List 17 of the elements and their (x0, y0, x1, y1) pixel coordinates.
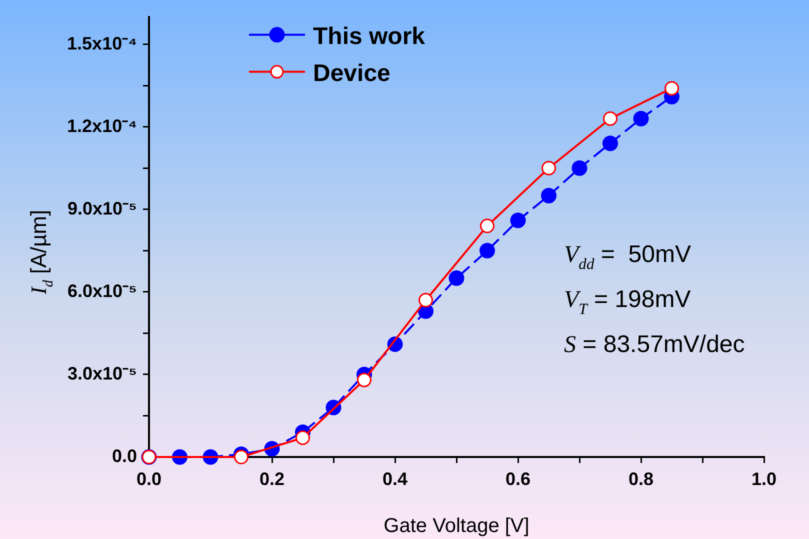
y-tick-label: 6.0x10⁻⁵ (67, 280, 137, 301)
y-tick-label: 0.0 (112, 446, 137, 466)
y-tick-label: 1.5x10⁻⁴ (67, 33, 137, 54)
x-axis-title: Gate Voltage [V] (384, 515, 530, 537)
x-tick-label: 0.6 (505, 468, 531, 489)
x-tick-label: 0.0 (136, 468, 162, 489)
legend-label: This work (313, 22, 426, 50)
y-tick-label: 1.2x10⁻⁴ (67, 116, 137, 136)
y-tick-label: 3.0x10⁻⁵ (67, 363, 137, 384)
x-tick-label: 0.8 (628, 468, 654, 489)
y-axis-title: Id [A/µm] (26, 210, 57, 296)
y-tick-label: 9.0x10⁻⁵ (67, 198, 137, 218)
x-tick-label: 1.0 (751, 468, 777, 489)
legend-label: Device (313, 60, 390, 87)
x-tick-label: 0.2 (259, 468, 285, 489)
x-tick-label: 0.4 (382, 468, 408, 489)
annotation: S = 83.57mV/dec (564, 330, 745, 358)
